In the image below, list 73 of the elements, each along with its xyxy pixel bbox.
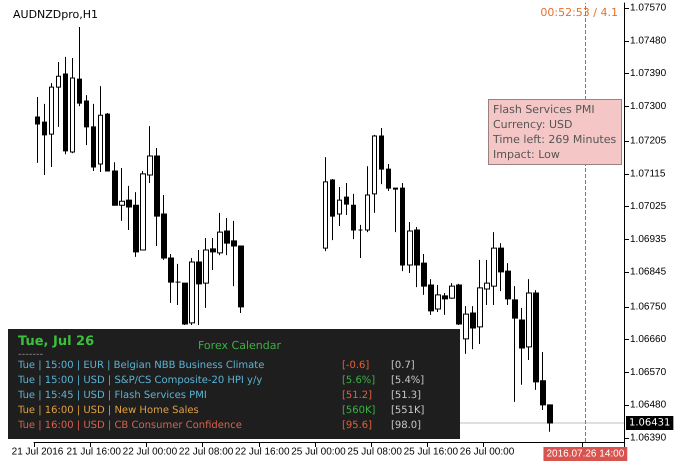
annotation: Impact: Low	[493, 147, 561, 162]
candlestick	[351, 193, 356, 240]
annotation: Flash Services PMI	[493, 102, 596, 117]
candlestick	[379, 127, 384, 185]
y-tick-label: 1.06480	[630, 400, 667, 411]
y-tick-label: 1.07570	[630, 2, 667, 14]
y-tick-label: 1.07300	[630, 100, 667, 112]
annotation: Time left: 269 Minutes	[493, 132, 617, 147]
candlestick	[400, 182, 405, 272]
candlestick	[63, 56, 68, 155]
y-tick-label: 1.07390	[630, 68, 667, 80]
y-tick-label: 1.06845	[630, 266, 667, 278]
candlestick	[512, 286, 518, 402]
annotation: Forex Calendar	[198, 339, 281, 352]
x-tick-label: 25 Jul 08:00	[347, 446, 402, 458]
candlestick	[344, 182, 349, 216]
candlestick	[49, 82, 54, 168]
candlestick	[98, 86, 103, 173]
x-tick-label: 26 Jul 00:00	[460, 446, 515, 458]
candlestick	[42, 103, 47, 176]
annotation: Tue, Jul 26	[18, 334, 94, 349]
x-tick-label: 22 Jul 08:00	[178, 446, 234, 458]
annotation: [551K]	[391, 405, 424, 416]
x-tick-label: 22 Jul 00:00	[122, 446, 178, 458]
annotation: [98.0]	[391, 420, 422, 431]
y-tick-label: 1.06750	[630, 301, 667, 312]
x-tick-label: 2016.07.26 14:00	[546, 448, 625, 460]
annotation: [-0.6]	[342, 360, 370, 371]
x-tick-label: 25 Jul 16:00	[404, 446, 459, 458]
x-tick-label: 25 Jul 00:00	[291, 446, 346, 458]
annotation: [5.4%]	[391, 375, 424, 386]
y-tick-label: 1.07115	[630, 168, 666, 180]
candlestick	[70, 58, 75, 154]
candlestick	[330, 178, 335, 241]
candlestick	[105, 112, 110, 172]
annotation: Currency: USD	[493, 117, 574, 132]
candlestick	[84, 94, 89, 146]
annotation: Tue | 15:45 | USD | Flash Services PMI	[18, 390, 207, 401]
y-tick-label: 1.06570	[630, 366, 667, 378]
annotation: [0.7]	[391, 360, 415, 371]
x-tick-label: 21 Jul 16:00	[66, 446, 122, 458]
y-tick-label: 1.06660	[630, 334, 667, 346]
annotation: [5.6%]	[342, 375, 376, 386]
y-tick-label: 1.06935	[630, 234, 667, 245]
annotation: [95.6]	[342, 420, 372, 431]
text: AUDNZDpro,H1	[13, 8, 98, 21]
ref-line-label: 1.06431	[629, 418, 670, 429]
annotation: Tue | 16:00 | USD | CB Consumer Confidence	[18, 420, 242, 431]
candlestick	[91, 103, 96, 172]
x-tick-label: 21 Jul 2016	[12, 446, 64, 458]
candlestick	[393, 188, 398, 233]
y-tick-label: 1.07480	[630, 35, 667, 46]
y-tick-label: 1.07205	[630, 136, 667, 147]
candlestick	[372, 134, 377, 214]
annotation: -------	[18, 349, 44, 360]
annotation: [560K]	[342, 405, 376, 416]
candlestick	[386, 164, 391, 192]
candlestick	[35, 96, 40, 164]
candlestick	[365, 166, 370, 233]
annotation: Tue | 15:00 | USD | S&P/CS Composite-20 HPI y/y	[18, 375, 262, 386]
candlestick	[323, 156, 328, 252]
x-tick-label: 22 Jul 16:00	[235, 446, 290, 458]
annotation: Tue | 16:00 | USD | New Home Sales	[18, 405, 199, 416]
candlestick	[337, 186, 342, 226]
annotation: Tue | 15:00 | EUR | Belgian NBB Business Climate	[18, 360, 264, 371]
annotation: 00:52:53 / 4.1	[540, 6, 618, 19]
y-tick-label: 1.07025	[630, 201, 667, 212]
candlestick	[56, 62, 61, 128]
y-tick-label: 1.06390	[630, 432, 667, 444]
annotation: [51.3]	[391, 390, 422, 401]
annotation: [51.2]	[342, 390, 372, 401]
candlestick	[77, 26, 82, 107]
candlestick	[358, 224, 363, 259]
